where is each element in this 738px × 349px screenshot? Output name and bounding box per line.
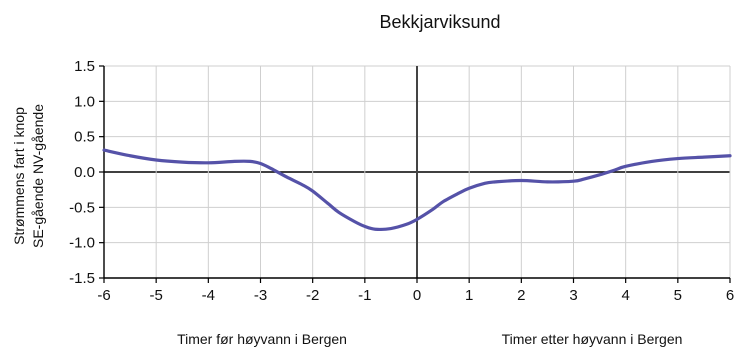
- x-tick-label: 3: [569, 287, 577, 304]
- x-tick-label: 5: [674, 287, 682, 304]
- x-tick-label: -2: [306, 287, 319, 304]
- x-tick-label: 6: [726, 287, 734, 304]
- x-tick-label: 2: [517, 287, 525, 304]
- y-tick-label: -0.5: [69, 199, 95, 216]
- y-tick-label: -1.5: [69, 270, 95, 287]
- y-tick-label: -1.0: [69, 235, 95, 252]
- y-tick-label: 0.0: [74, 164, 95, 181]
- y-tick-label: 1.0: [74, 93, 95, 110]
- x-tick-label: 0: [413, 287, 421, 304]
- current-speed-line: [102, 148, 732, 231]
- x-tick-label: 4: [621, 287, 629, 304]
- x-tick-label: -1: [358, 287, 371, 304]
- x-tick-label: 1: [465, 287, 473, 304]
- x-tick-label: -6: [97, 287, 110, 304]
- y-tick-label: 0.5: [74, 129, 95, 146]
- x-axis-label-left: Timer før høyvann i Bergen: [177, 331, 347, 347]
- x-tick-label: -5: [149, 287, 162, 304]
- y-axis-label-line-1: Strømmens fart i knop: [11, 107, 27, 245]
- x-tick-label: -3: [254, 287, 267, 304]
- axis-labels: Strømmens fart i knop SE-gående NV-gåend…: [11, 104, 682, 347]
- chart-title: Bekkjarviksund: [379, 12, 500, 32]
- axes: 1.5 1.0 0.5 0.0 -0.5 -1.0 -1.5-6 -5 -4 -3 -2 -1 0 1 2 3…: [69, 58, 734, 304]
- series: [102, 148, 732, 231]
- grid: [103, 65, 731, 279]
- y-axis-label-line-2: SE-gående NV-gående: [30, 104, 46, 248]
- x-tick-label: -4: [202, 287, 215, 304]
- y-tick-label: 1.5: [74, 58, 95, 75]
- x-axis-label-right: Timer etter høyvann i Bergen: [502, 331, 683, 347]
